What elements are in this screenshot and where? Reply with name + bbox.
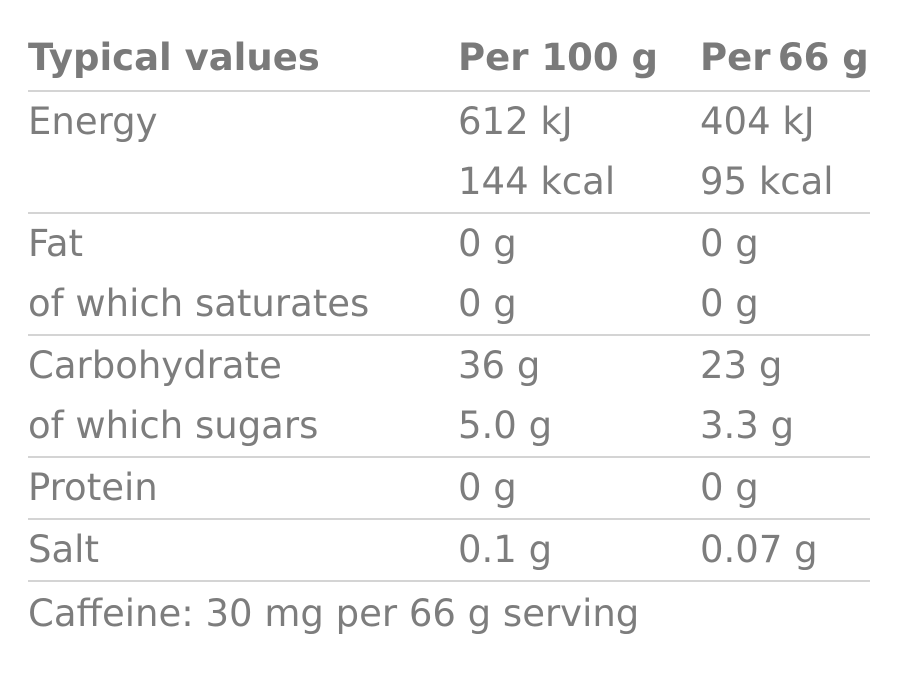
value-per-100g: 144 kcal <box>458 160 616 203</box>
row-saturates: of which saturates 0 g 0 g <box>28 274 870 334</box>
value-per-100g: 36 g <box>458 344 541 387</box>
value-per-serving: 95 kcal <box>700 160 834 203</box>
value-per-serving: 3.3 g <box>700 404 795 447</box>
divider <box>28 90 870 92</box>
row-label: of which sugars <box>28 404 319 447</box>
value-per-100g: 0 g <box>458 222 517 265</box>
caffeine-note: Caffeine: 30 mg per 66 g serving <box>28 592 640 635</box>
row-protein: Protein 0 g 0 g <box>28 458 870 518</box>
row-label: of which saturates <box>28 282 370 325</box>
row-label: Carbohydrate <box>28 344 282 387</box>
divider <box>28 212 870 214</box>
nutrition-table: Typical values Per 100 g Per 66 g Energy… <box>28 26 870 644</box>
value-per-serving: 404 kJ <box>700 100 815 143</box>
value-per-100g: 0 g <box>458 466 517 509</box>
row-energy-kcal: 144 kcal 95 kcal <box>28 152 870 212</box>
row-sugars: of which sugars 5.0 g 3.3 g <box>28 396 870 456</box>
value-per-serving: 0.07 g <box>700 528 818 571</box>
row-label: Fat <box>28 222 84 265</box>
header-per-serving: Per 66 g <box>700 36 869 79</box>
row-salt: Salt 0.1 g 0.07 g <box>28 520 870 580</box>
divider <box>28 518 870 520</box>
row-fat: Fat 0 g 0 g <box>28 214 870 274</box>
divider <box>28 334 870 336</box>
row-energy-kj: Energy 612 kJ 404 kJ <box>28 92 870 152</box>
value-per-serving: 23 g <box>700 344 783 387</box>
value-per-serving: 0 g <box>700 282 759 325</box>
table-header-row: Typical values Per 100 g Per 66 g <box>28 26 870 90</box>
divider <box>28 456 870 458</box>
value-per-serving: 0 g <box>700 466 759 509</box>
value-per-serving: 0 g <box>700 222 759 265</box>
value-per-100g: 612 kJ <box>458 100 573 143</box>
divider <box>28 580 870 582</box>
row-label: Salt <box>28 528 99 571</box>
row-label: Protein <box>28 466 158 509</box>
row-label: Energy <box>28 100 158 143</box>
row-carbohydrate: Carbohydrate 36 g 23 g <box>28 336 870 396</box>
value-per-100g: 0 g <box>458 282 517 325</box>
header-per-100g: Per 100 g <box>458 36 658 79</box>
header-typical-values: Typical values <box>28 36 320 79</box>
value-per-100g: 5.0 g <box>458 404 553 447</box>
value-per-100g: 0.1 g <box>458 528 553 571</box>
